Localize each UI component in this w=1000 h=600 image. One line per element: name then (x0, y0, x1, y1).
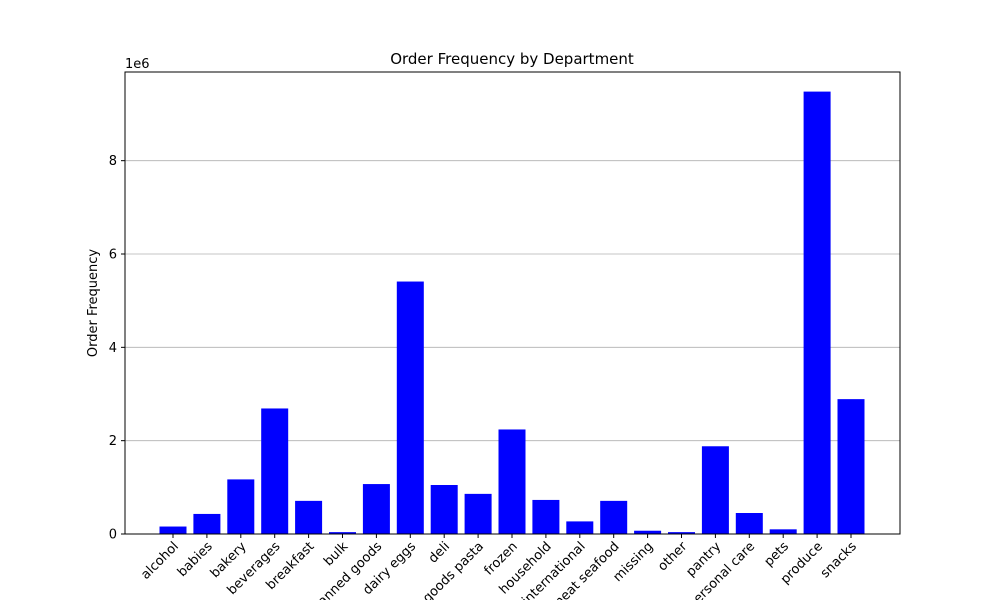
chart-title: Order Frequency by Department (390, 50, 634, 68)
bar-frozen (498, 429, 526, 534)
y-tick-label: 4 (109, 341, 117, 356)
bar-international (566, 521, 594, 534)
bar-other (668, 532, 695, 534)
bar-bulk (329, 532, 356, 534)
y-tick-label: 2 (109, 434, 117, 449)
bar-produce (803, 91, 831, 534)
y-axis-label: Order Frequency (86, 249, 101, 358)
bar-meat-seafood (600, 500, 628, 534)
bar-dry-goods-pasta (464, 493, 492, 534)
bar-beverages (261, 408, 289, 534)
y-tick-label: 8 (109, 154, 117, 169)
y-tick-label: 6 (109, 248, 117, 263)
x-tick-label: bulk (321, 539, 351, 569)
y-tick-label: 0 (109, 528, 117, 543)
bar-canned-goods (362, 484, 390, 534)
bar-household (532, 499, 560, 534)
x-tick-label: pets (762, 539, 793, 570)
x-tick-label: snacks (818, 539, 860, 581)
bar-babies (193, 513, 221, 534)
bar-snacks (837, 399, 865, 534)
y-axis-ticks: 0 2 4 6 8 (109, 154, 125, 543)
bar-pantry (701, 446, 729, 534)
bar-alcohol (159, 526, 187, 534)
bar-breakfast (295, 500, 323, 534)
bar-dairy-eggs (396, 281, 424, 534)
x-tick-label: alcohol (138, 539, 181, 582)
bar-pets (769, 529, 797, 534)
bar-bakery (227, 479, 255, 534)
bar-deli (430, 485, 458, 534)
y-scale-label: 1e6 (125, 57, 150, 72)
bars (159, 91, 865, 534)
bar-personal-care (735, 513, 763, 534)
bar-missing (634, 530, 662, 534)
x-tick-label: deli (426, 539, 453, 566)
